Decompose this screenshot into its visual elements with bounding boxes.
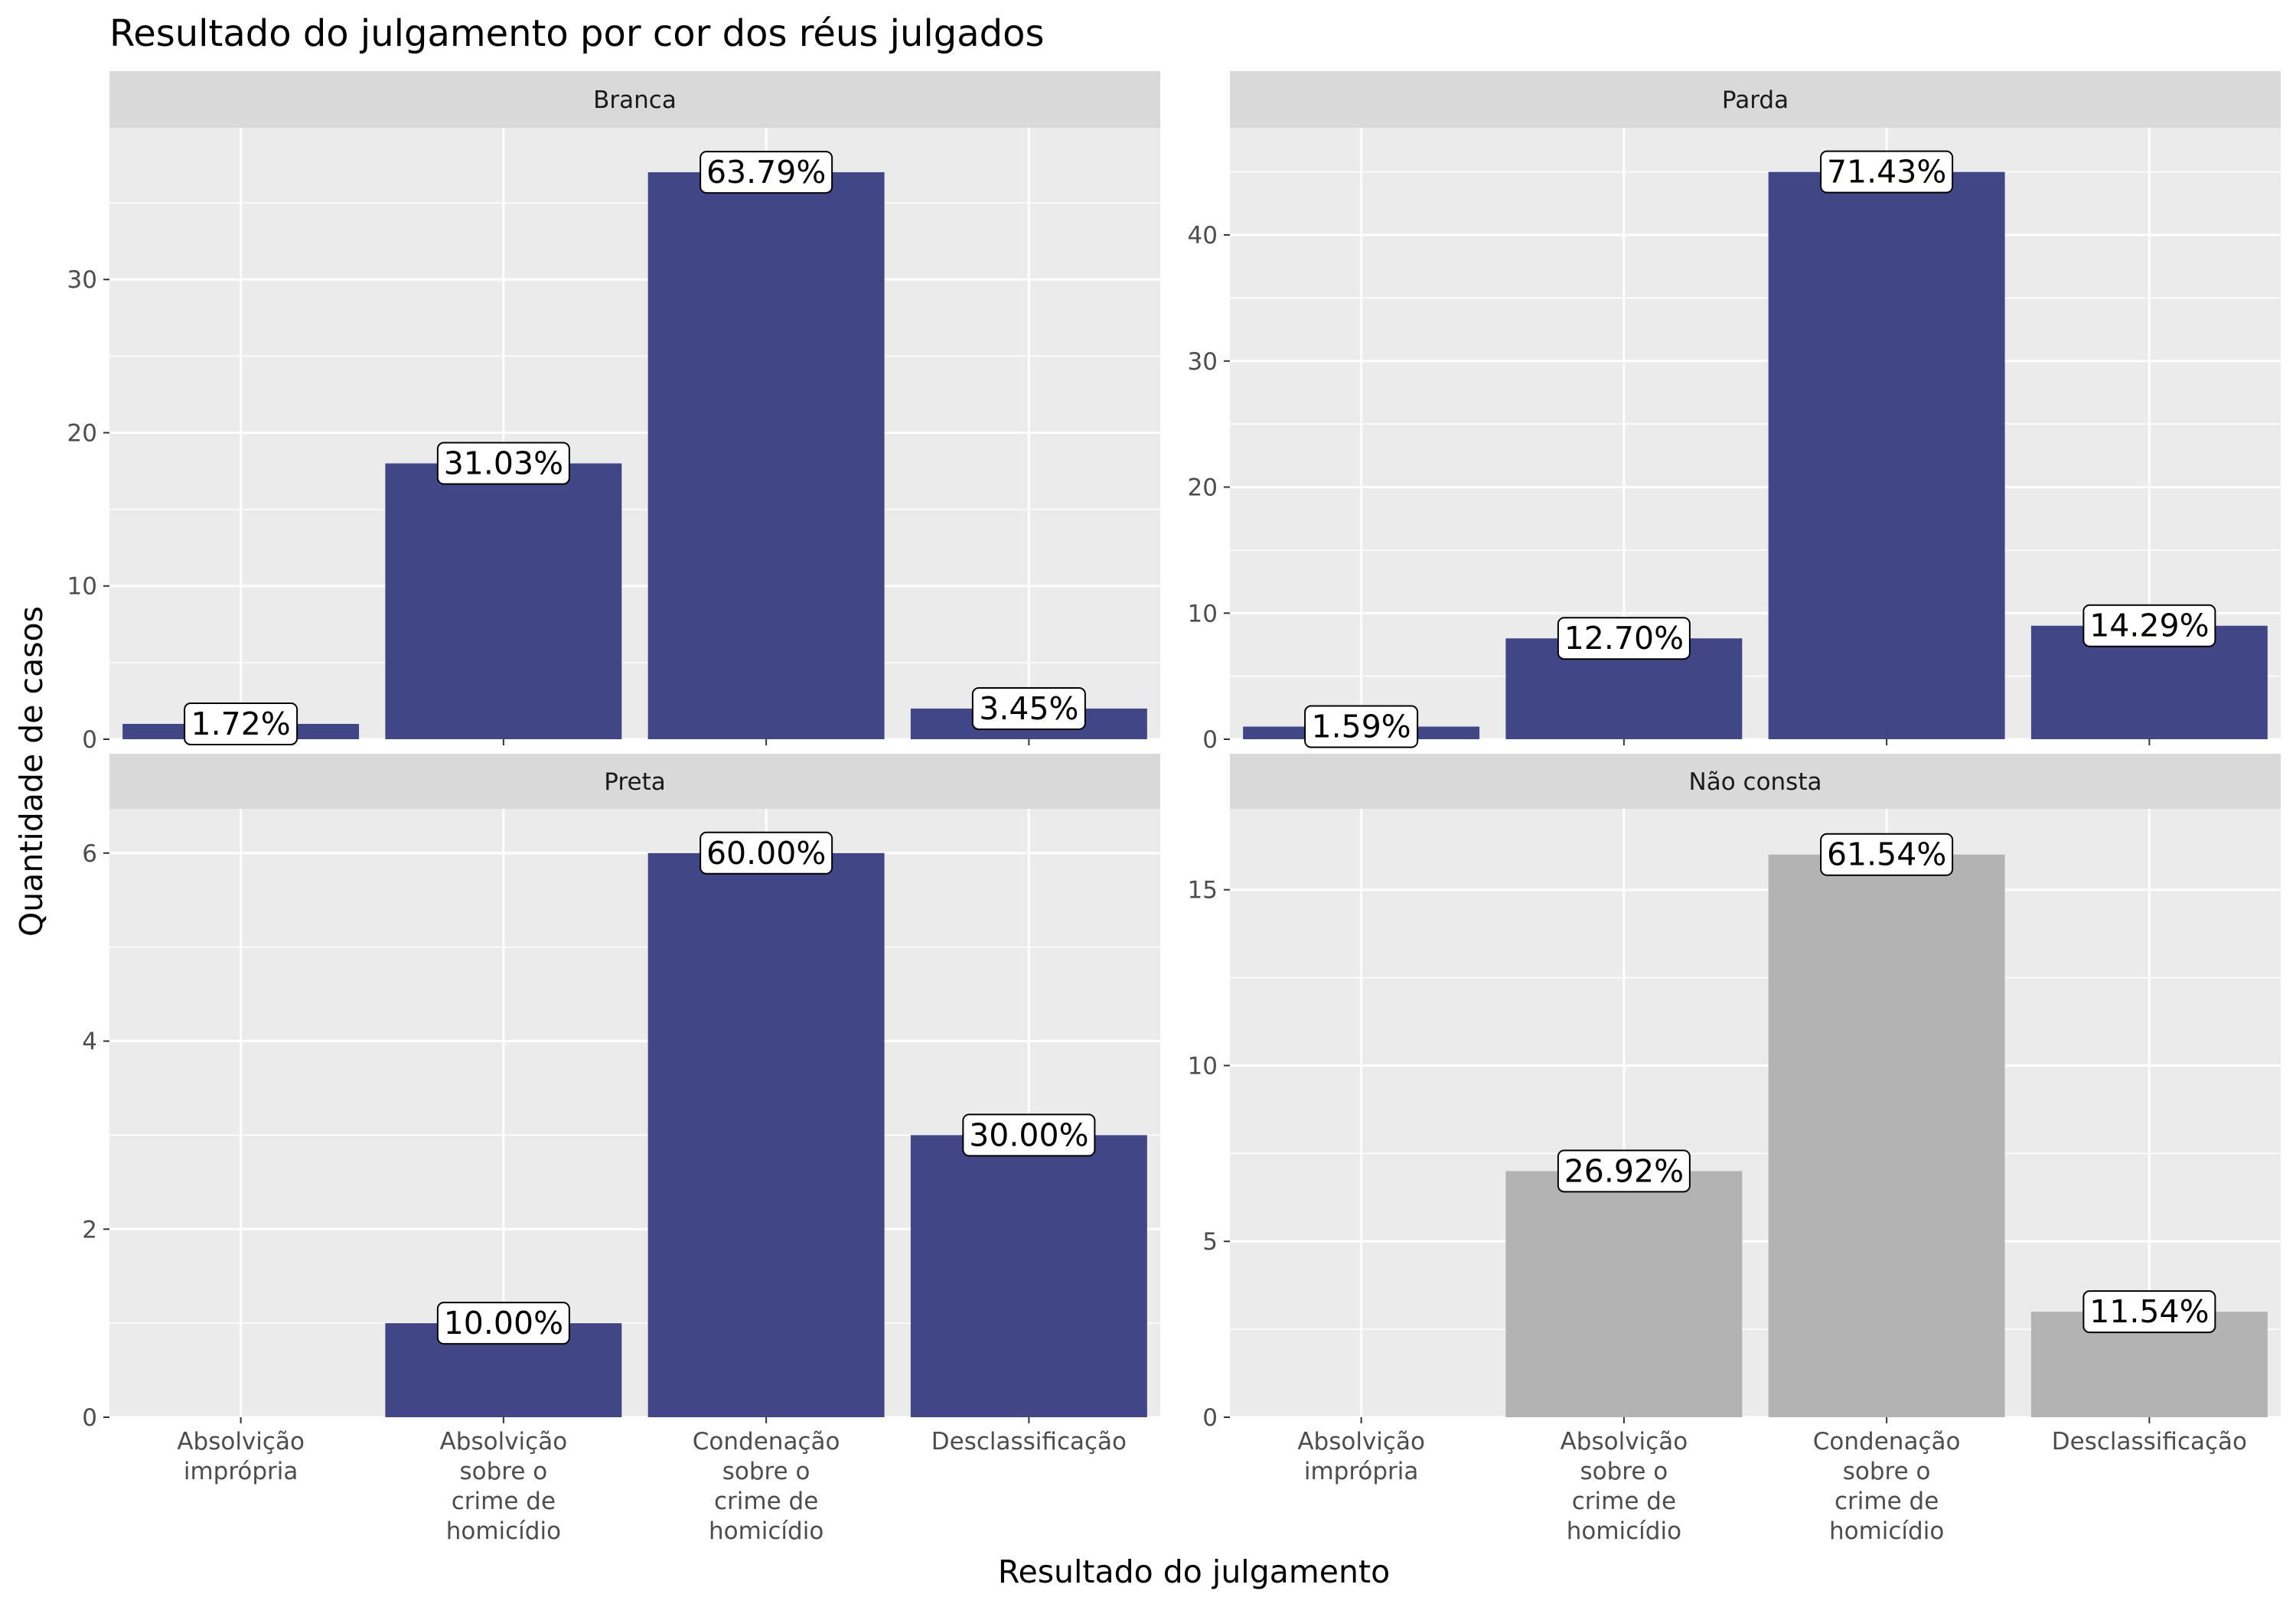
x-tick-label-line: Absolvição [1297,1428,1425,1455]
x-tick-label-line: homicídio [1567,1517,1681,1545]
data-label: 30.00% [969,1116,1088,1153]
y-tick-label: 6 [82,840,97,868]
data-label: 12.70% [1564,620,1684,657]
y-tick-label: 20 [1188,474,1218,502]
y-tick-label: 5 [1202,1228,1218,1256]
x-tick-label: Condenação sobre o crime de homicídio [693,1428,840,1545]
data-label: 26.92% [1564,1152,1684,1189]
data-label-box [2082,604,2216,647]
facet-strip-label: Parda [1722,86,1789,114]
x-tick-label: Absolvição sobre o crime de homicídio [440,1428,568,1545]
bar [385,463,622,739]
x-tick-label-line: crime de [452,1488,556,1515]
data-label-box [436,442,570,485]
x-tick-label: Condenação sobre o crime de homicídio [1813,1428,1961,1545]
x-tick-label-line: Absolvição [1561,1428,1688,1455]
data-label-box [962,1113,1096,1157]
x-tick-label-line: crime de [1572,1488,1676,1515]
x-tick-label: Desclassificação [2052,1428,2247,1455]
data-label-box [700,151,833,194]
x-tick-label-line: Absolvição [440,1428,568,1455]
facet-strip [1230,71,2281,128]
facet-strip [109,71,1160,128]
data-label: 63.79% [706,154,826,191]
data-label: 3.45% [979,690,1078,727]
data-label-box [1304,705,1419,748]
data-label-box [1557,617,1691,660]
data-label-box [1820,150,1954,194]
chart-title: Resultado do julgamento por cor dos réus… [109,12,1044,55]
x-tick-label-line: crime de [714,1488,818,1515]
data-label-box [436,1302,570,1345]
data-label-box [700,831,833,875]
data-label: 60.00% [706,835,826,872]
data-label: 11.54% [2089,1293,2209,1330]
x-tick-label-line: sobre o [1580,1458,1668,1485]
y-tick-label: 30 [1188,348,1218,376]
facet-strip [109,754,1160,809]
data-label: 1.59% [1312,709,1411,745]
x-tick-label-line: sobre o [722,1458,810,1485]
y-tick-label: 20 [67,419,97,447]
bar [647,852,885,1417]
y-tick-label: 0 [82,726,97,754]
y-tick-label: 30 [67,266,97,294]
bar [1768,171,2005,739]
x-tick-label: Absolvição sobre o crime de homicídio [1561,1428,1688,1545]
panel-branca: Branca 0 10 20 30 1.72% 31.03% 63.79% 3.45% [67,71,1160,754]
y-tick-label: 0 [82,1404,97,1432]
y-tick-label: 0 [1202,726,1218,754]
bar [1505,1171,1743,1417]
panel-preta: Preta 0 2 4 6 10.00% 60.00% 30.00% Absolvição imp… [82,754,1160,1545]
data-label-box [184,702,298,745]
x-tick-label-line: imprópria [184,1458,298,1485]
x-tick-label-line: homicídio [709,1517,823,1545]
x-tick-label-line: sobre o [459,1458,547,1485]
data-label-box [2082,1290,2216,1334]
data-label: 10.00% [444,1305,563,1341]
x-tick-label: Desclassificação [931,1428,1127,1455]
y-tick-label: 2 [82,1216,97,1244]
x-tick-label: Absolvição imprópria [177,1428,305,1485]
facet-strip [1230,754,2281,809]
y-tick-label: 0 [1202,1404,1218,1432]
x-tick-label-line: homicídio [446,1517,561,1545]
y-tick-label: 10 [1188,1052,1218,1080]
x-tick-label-line: Condenação [693,1428,840,1455]
bar [647,172,885,739]
y-tick-label: 4 [82,1028,97,1056]
data-label: 14.29% [2089,608,2209,644]
x-tick-label-line: imprópria [1304,1458,1419,1485]
x-tick-label: Absolvição imprópria [1297,1428,1425,1485]
data-label-box [1820,833,1954,876]
x-tick-label-line: homicídio [1829,1517,1944,1545]
y-tick-label: 10 [1188,600,1218,627]
y-tick-label: 40 [1188,222,1218,249]
x-tick-label-line: Condenação [1813,1428,1961,1455]
y-axis-title: Quantidade de casos [13,606,50,937]
data-label: 1.72% [191,706,291,742]
y-tick-label: 15 [1188,877,1218,905]
data-label: 31.03% [444,445,563,482]
panel-parda: Parda 0 10 20 30 40 1.59% 12.70% 71.43% 14.29% [1188,71,2281,754]
x-axis-title: Resultado do julgamento [998,1553,1390,1590]
facet-strip-label: Preta [604,768,665,796]
data-label: 61.54% [1827,836,1946,873]
y-tick-label: 10 [67,573,97,601]
data-label: 71.43% [1827,154,1946,191]
facet-strip-label: Não consta [1689,768,1822,796]
facet-strip-label: Branca [593,86,677,114]
bar [910,1135,1147,1417]
x-tick-label-line: Absolvição [177,1428,305,1455]
panel-n-o-consta: Não consta 0 5 10 15 26.92% 61.54% 11.54% Absolv… [1188,754,2281,1545]
bar [1768,854,2005,1417]
data-label-box [971,686,1086,730]
x-tick-label-line: crime de [1835,1488,1939,1515]
x-tick-label-line: Desclassificação [2052,1428,2247,1455]
x-tick-label-line: Desclassificação [931,1428,1127,1455]
data-label-box [1557,1149,1691,1193]
x-tick-label-line: sobre o [1843,1458,1931,1485]
